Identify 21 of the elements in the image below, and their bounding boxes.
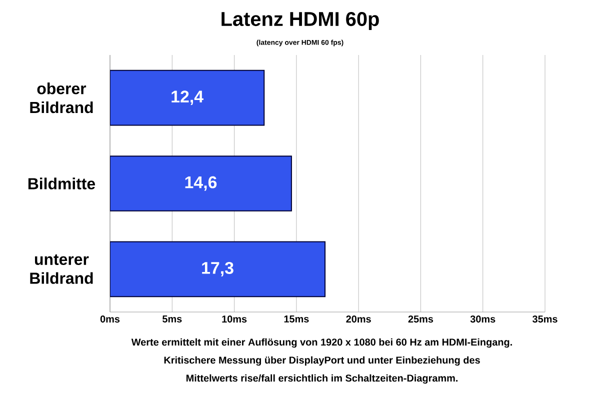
x-tick-label: 25ms <box>408 316 434 323</box>
x-tick-label: 20ms <box>346 316 371 323</box>
bar <box>110 241 326 298</box>
x-tick-label: 10ms <box>222 316 247 323</box>
x-tick-label: 5ms <box>162 316 182 322</box>
data-label: 14,6 <box>185 176 217 191</box>
x-tick-label: 30ms <box>470 316 496 323</box>
text: Mittelwerts rise/fall ersichtlich im Schaltzeiten-Diagramm. <box>186 374 458 384</box>
bar <box>110 70 265 126</box>
x-tick-label: 35ms <box>532 316 558 323</box>
text: Kritischere Messung über DisplayPort und unter Einbeziehung des <box>164 356 480 366</box>
data-label: 12,4 <box>172 90 204 106</box>
bar <box>110 156 292 212</box>
y-tick-label: Bildmitte <box>28 178 96 190</box>
data-label: 17,3 <box>202 262 234 276</box>
text: Werte ermittelt mit einer Auflösung von 1920 x 1080 bei 60 Hz am HDMI-Eingang. <box>131 338 512 348</box>
x-tick-label: 0ms <box>100 316 120 323</box>
chart-title: Latenz HDMI 60p <box>222 12 379 30</box>
y-tick-label: unterer Bildrand <box>30 254 93 284</box>
x-tick-label: 15ms <box>284 316 309 322</box>
y-tick-label: oberer Bildrand <box>30 82 93 114</box>
